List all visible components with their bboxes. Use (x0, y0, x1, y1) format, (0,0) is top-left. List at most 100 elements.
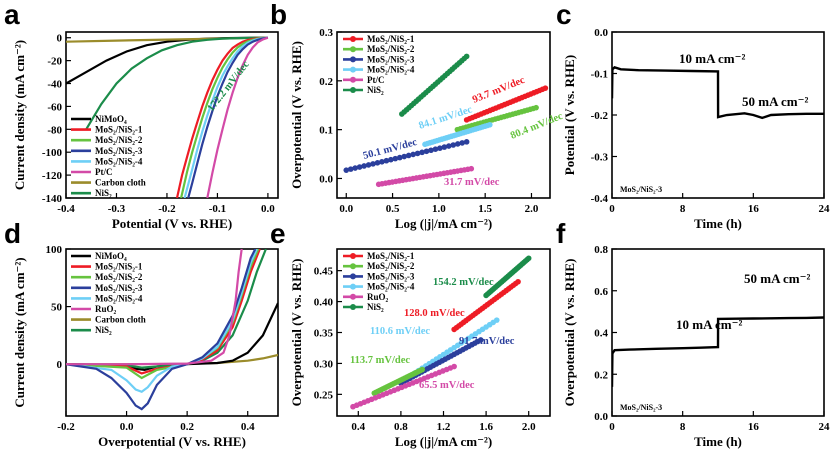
legend-label: Pt/C (95, 167, 113, 177)
y-axis-label: Current density (mA cm⁻²) (12, 257, 27, 407)
data-point (405, 152, 412, 159)
y-tick-label: -80 (47, 124, 62, 136)
data-point (493, 317, 500, 323)
tafel-slope-label: 113.7 mV/dec (350, 355, 410, 366)
series-line (85, 36, 268, 130)
data-point (356, 164, 363, 170)
legend-label: MoS₂/NiS₂-2 (95, 272, 143, 282)
current-density-label: 50 mA cm⁻² (744, 271, 810, 286)
legend-marker (350, 87, 356, 93)
panel-letter: d (4, 218, 21, 249)
data-point (419, 366, 426, 373)
y-tick-label: 0.0 (319, 173, 333, 185)
legend-label: NiS₂ (95, 325, 112, 335)
x-tick-label: 8 (680, 203, 686, 215)
x-tick-label: 0 (609, 421, 615, 433)
x-tick-label: 0.0 (120, 421, 134, 433)
y-tick-label: 0 (57, 359, 63, 371)
x-tick-label: 24 (819, 421, 831, 433)
tafel-slope-label: 65.5 mV/dec (419, 380, 475, 391)
tafel-slope-label: 31.7 mV/dec (444, 177, 500, 188)
data-point (365, 162, 372, 168)
data-point (450, 142, 457, 148)
legend-label: MoS₂/NiS₂-1 (95, 125, 143, 135)
tafel-slope-label: 128.0 mV/dec (404, 308, 465, 319)
data-point (374, 160, 381, 166)
data-point (343, 167, 350, 173)
panel-a: a -0.4 -0.3 -0.2 -0.1 0.0 0 -20 -40 -60 -80 -100 -12… (4, 0, 279, 231)
data-point (451, 363, 457, 370)
y-tick-label: -40 (47, 79, 62, 91)
panel-letter: b (270, 0, 287, 30)
data-point (515, 278, 521, 285)
x-tick-label: 24 (819, 203, 831, 215)
y-tick-label: 0.30 (314, 358, 334, 370)
legend-label: MoS₂/NiS₂-4 (367, 65, 415, 75)
x-axis-label: Time (h) (694, 434, 742, 449)
data-point (437, 145, 443, 151)
y-tick-label: 0.40 (314, 297, 334, 309)
legend-label: MoS₂/NiS₂-2 (367, 44, 415, 54)
stability-curve (612, 65, 824, 120)
data-point (441, 144, 448, 150)
x-tick-label: 8 (680, 421, 686, 433)
plot-frame (65, 31, 279, 199)
data-point (410, 151, 416, 158)
y-tick-label: -0.1 (591, 69, 608, 81)
sample-label: MoS₂/NiS₂-3 (620, 185, 662, 194)
x-tick-label: 2.0 (525, 203, 539, 215)
panel-letter: a (4, 0, 20, 30)
y-tick-label: 100 (46, 244, 63, 256)
x-tick-label: 0.8 (394, 421, 408, 433)
data-point (459, 140, 465, 146)
data-point (370, 161, 376, 167)
data-point (423, 148, 430, 155)
legend-label: NiMoO₄ (95, 251, 127, 261)
panel-d: d -0.2 0.0 0.2 0.4 0 50 100 Overpotential (V vs.… (4, 218, 279, 449)
y-tick-label: -0.2 (591, 110, 609, 122)
legend-marker (350, 66, 356, 73)
data-point (533, 104, 539, 111)
x-tick-label: 0 (609, 203, 615, 215)
y-tick-label: 0.6 (594, 286, 608, 298)
y-tick-label: 50 (51, 302, 63, 314)
y-tick-label: 0.25 (314, 389, 334, 401)
x-tick-label: 0.4 (241, 421, 255, 433)
x-tick-label: 1.2 (437, 421, 451, 433)
legend-label: MoS₂/NiS₂-1 (367, 251, 415, 261)
data-point (463, 139, 470, 145)
x-axis-label: Potential (V vs. RHE) (112, 216, 232, 231)
series-line (66, 249, 243, 366)
legend-label: NiS₂ (367, 302, 384, 312)
y-tick-label: 0.1 (319, 125, 333, 137)
series-line (66, 249, 261, 375)
panel-c: c 0 8 16 24 0.0 -0.1 -0.2 -0.3 -0.4 Time (h) Potent… (556, 0, 830, 231)
y-axis-label: Overpotential (V vs. RHE) (289, 41, 304, 189)
y-tick-label: 0.0 (594, 411, 608, 423)
legend-marker (350, 36, 356, 42)
x-tick-label: -0.2 (57, 421, 75, 433)
y-tick-label: -0.4 (591, 193, 609, 205)
legend-label: NiS₂ (367, 85, 384, 95)
legend-label: Pt/C (367, 75, 385, 85)
data-point (525, 255, 532, 262)
legend-marker (350, 283, 356, 290)
x-tick-label: 0.0 (261, 203, 275, 215)
legend-label: MoS₂/NiS₂-2 (367, 261, 415, 271)
x-axis-label: Log (|j|/mA cm⁻²) (395, 434, 492, 449)
legend-label: MoS₂/NiS₂-3 (95, 283, 143, 293)
y-tick-label: 0.3 (319, 27, 333, 39)
x-tick-label: 0.5 (386, 203, 400, 215)
legend-label: MoS₂/NiS₂-2 (95, 135, 143, 145)
x-tick-label: -0.2 (158, 203, 176, 215)
data-point (446, 143, 452, 149)
legend-marker (350, 273, 356, 280)
legend-marker (350, 76, 356, 83)
x-tick-label: 0.4 (351, 421, 365, 433)
y-tick-label: 0.2 (319, 76, 333, 88)
data-point (432, 146, 439, 152)
y-tick-label: -60 (47, 101, 62, 113)
data-point (468, 165, 475, 172)
y-tick-label: -20 (47, 56, 62, 68)
current-density-label: 10 mA cm⁻² (679, 51, 745, 66)
